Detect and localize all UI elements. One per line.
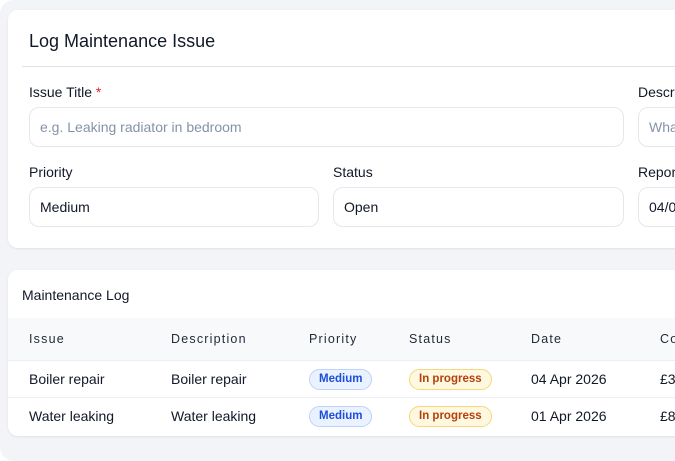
cell-date: 04 Apr 2026 [531, 371, 607, 387]
cell-cost: £8 [660, 408, 675, 424]
form-title: Log Maintenance Issue [29, 31, 216, 51]
reported-date-label: Repor [638, 164, 675, 180]
status-badge: In progress [409, 406, 492, 427]
issue-title-input[interactable]: e.g. Leaking radiator in bedroom [29, 107, 624, 147]
cell-cost: £3 [660, 371, 675, 387]
column-header-issue: Issue [29, 332, 65, 346]
required-marker: * [95, 84, 102, 100]
description-input[interactable]: Wha [638, 107, 675, 147]
table-row[interactable]: Water leaking Water leaking Medium In pr… [8, 398, 675, 435]
column-header-cost: Co [660, 332, 675, 346]
table-row[interactable]: Boiler repair Boiler repair Medium In pr… [8, 361, 675, 398]
priority-badge: Medium [309, 406, 373, 427]
status-badge: In progress [409, 369, 492, 390]
column-header-priority: Priority [309, 332, 358, 346]
description-label: Descr [638, 84, 675, 100]
divider [22, 66, 675, 67]
table-header: Issue Description Priority Status Date C… [8, 318, 675, 361]
cell-description: Boiler repair [171, 371, 247, 387]
status-select[interactable]: Open [333, 187, 624, 227]
log-title: Maintenance Log [22, 287, 130, 303]
cell-description: Water leaking [171, 408, 257, 424]
cell-date: 01 Apr 2026 [531, 408, 607, 424]
cell-issue: Water leaking [29, 408, 115, 424]
reported-date-input[interactable]: 04/0 [638, 187, 675, 227]
column-header-status: Status [409, 332, 452, 346]
log-issue-form-card: Log Maintenance Issue Issue Title * e.g.… [8, 10, 675, 248]
column-header-description: Description [171, 332, 247, 346]
maintenance-log-card: Maintenance Log Issue Description Priori… [8, 270, 675, 436]
issue-title-label: Issue Title * [29, 84, 102, 100]
status-label: Status [333, 164, 373, 180]
priority-label: Priority [29, 164, 73, 180]
priority-select[interactable]: Medium [29, 187, 319, 227]
column-header-date: Date [531, 332, 563, 346]
priority-badge: Medium [309, 369, 373, 390]
cell-issue: Boiler repair [29, 371, 105, 387]
